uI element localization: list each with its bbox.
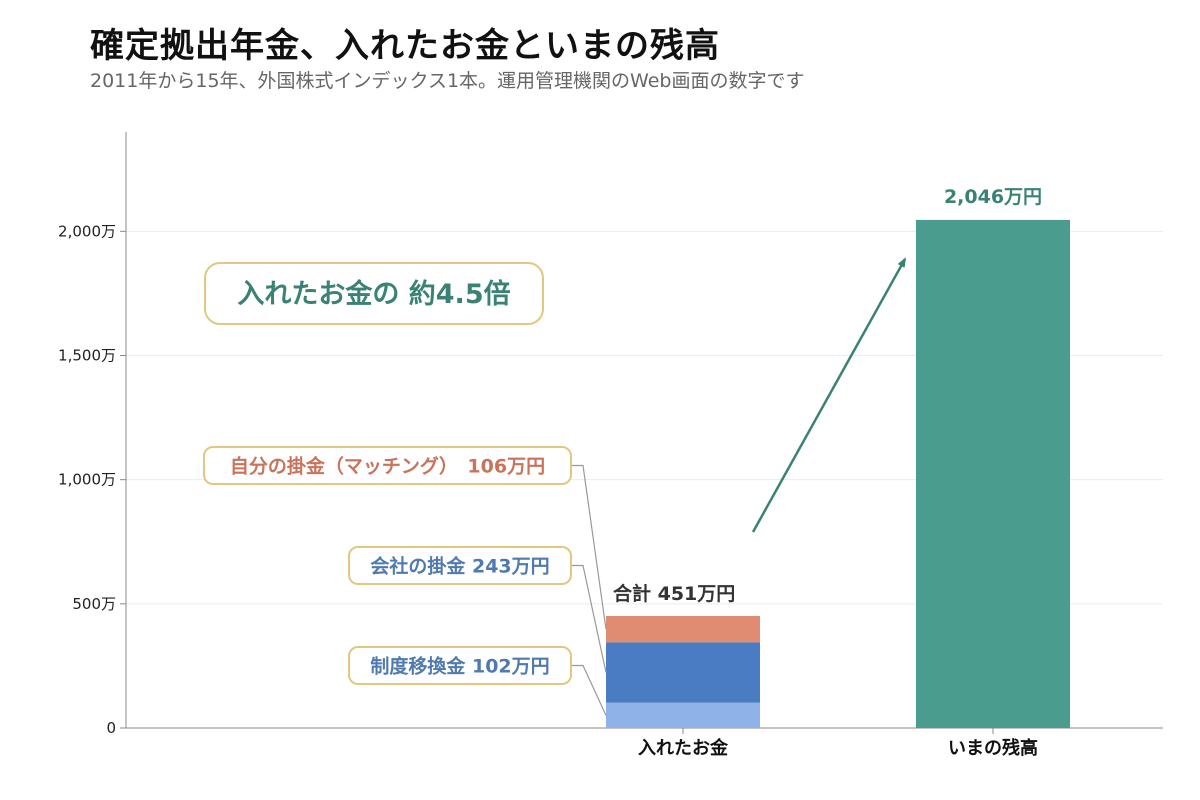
- y-tick-label: 1,000万: [58, 471, 116, 489]
- bar-segment: [606, 702, 760, 728]
- segment-callout-label: 会社の掛金 243万円: [370, 555, 549, 578]
- growth-arrow: [751, 257, 907, 533]
- segment-callout: [203, 446, 572, 485]
- total-label: 合計 451万円: [613, 582, 735, 605]
- y-tick-label: 1,500万: [58, 347, 116, 365]
- chart-subtitle: 2011年から15年、外国株式インデックス1本。運用管理機関のWeb画面の数字で…: [90, 70, 805, 92]
- bar-segment: [606, 642, 760, 703]
- y-tick-label: 500万: [72, 595, 116, 613]
- leader-line: [571, 664, 607, 716]
- x-tick-label: いまの残高: [948, 737, 1038, 759]
- ratio-label: 入れたお金の 約4.5倍: [237, 278, 510, 310]
- bar-balance: [916, 219, 1070, 728]
- segment-callout-label: 自分の掛金（マッチング） 106万円: [230, 455, 545, 478]
- segment-callout: [348, 546, 572, 585]
- leader-line: [571, 564, 607, 673]
- ratio-callout: [204, 262, 544, 325]
- bar-segment: [606, 616, 760, 643]
- segment-callout-label: 制度移換金 102万円: [370, 655, 549, 678]
- chart-title: 確定拠出年金、入れたお金といまの残高: [90, 26, 720, 66]
- leader-line: [571, 464, 607, 630]
- segment-callout: [348, 646, 572, 685]
- balance-label: 2,046万円: [944, 186, 1042, 208]
- x-tick-label: 入れたお金: [638, 737, 729, 759]
- y-tick-label: 0: [106, 719, 116, 737]
- y-tick-label: 2,000万: [58, 222, 116, 240]
